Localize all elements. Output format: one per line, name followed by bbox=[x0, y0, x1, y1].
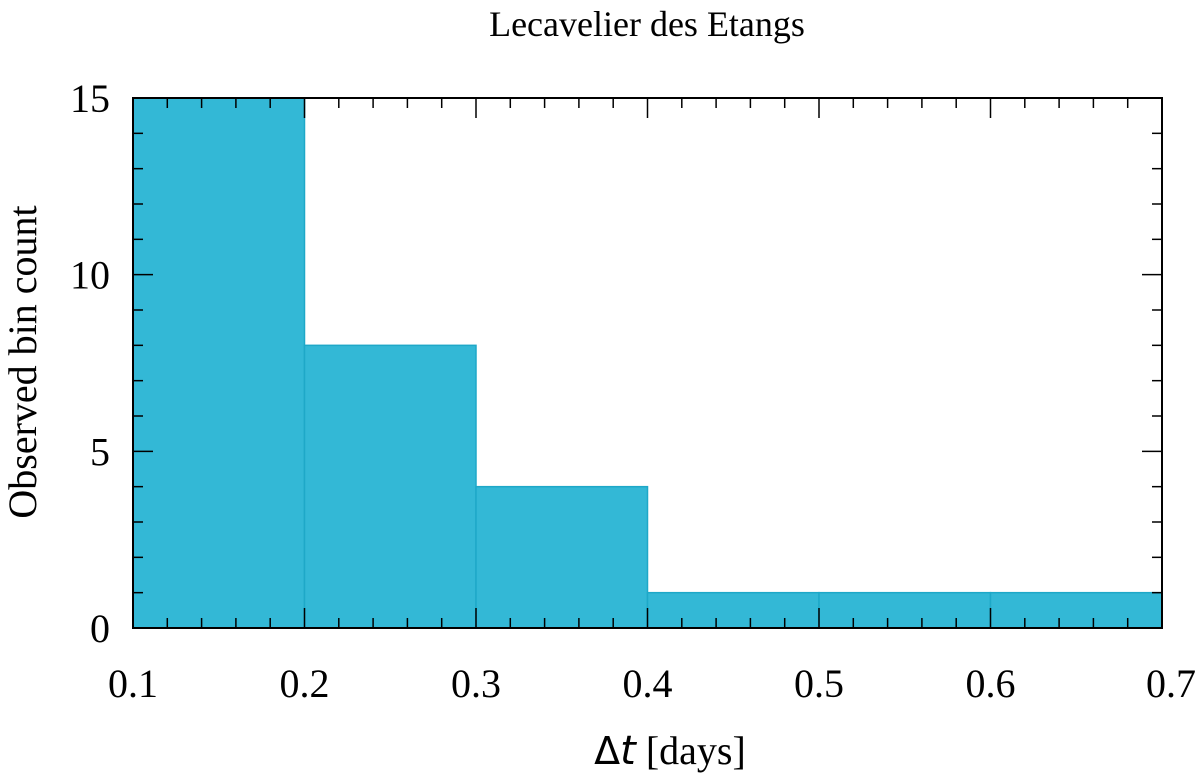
x-axis-delta: Δ bbox=[594, 729, 620, 773]
histogram-bar bbox=[132, 97, 306, 629]
x-tick-labels: 0.1 0.2 0.3 0.4 0.5 0.6 0.7 bbox=[108, 661, 1196, 706]
chart-title: Lecavelier des Etangs bbox=[489, 4, 805, 44]
x-tick-label: 0.2 bbox=[280, 661, 330, 706]
x-tick-label: 0.5 bbox=[794, 661, 844, 706]
histogram-bar bbox=[646, 591, 820, 629]
x-axis-label: Δt [days] bbox=[594, 728, 746, 774]
x-tick-label: 0.6 bbox=[966, 661, 1016, 706]
y-tick-label: 0 bbox=[90, 606, 110, 651]
x-tick-label: 0.3 bbox=[451, 661, 501, 706]
y-tick-labels: 0 5 10 15 bbox=[70, 76, 110, 651]
y-tick-label: 5 bbox=[90, 429, 110, 474]
y-tick-label: 10 bbox=[70, 253, 110, 298]
x-tick-label: 0.1 bbox=[108, 661, 158, 706]
histogram-bar bbox=[303, 344, 477, 629]
x-tick-label: 0.4 bbox=[623, 661, 673, 706]
x-axis-unit: [days] bbox=[636, 728, 746, 773]
histogram-bar bbox=[475, 485, 649, 629]
x-tick-label: 0.7 bbox=[1146, 661, 1196, 706]
histogram-bar bbox=[989, 591, 1163, 629]
x-axis-var: t bbox=[620, 728, 637, 774]
y-tick-label: 15 bbox=[70, 76, 110, 121]
plot-frame bbox=[132, 97, 1163, 629]
y-axis-label: Observed bin count bbox=[0, 205, 45, 518]
histogram-bar bbox=[818, 591, 992, 629]
histogram-bars bbox=[132, 97, 1163, 629]
